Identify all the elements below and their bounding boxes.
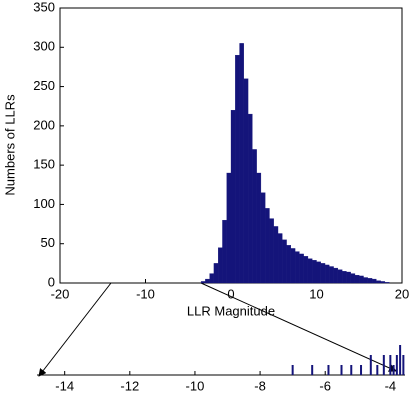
bar [265,208,270,284]
bar [333,267,339,284]
bar [327,365,330,375]
bar [380,281,386,284]
bar [230,109,236,284]
bar [218,247,223,284]
bar [239,43,244,284]
bar [329,266,334,284]
bar [290,248,296,284]
bar [360,365,363,375]
zoom-arrow [38,282,112,377]
y-tick-label: 50 [41,235,55,250]
x-tick-label: -4 [385,378,397,393]
bar [369,355,372,375]
x-tick-label: -14 [55,378,74,393]
y-tick-label: 250 [33,78,55,93]
bar [312,260,317,284]
bar [243,78,249,284]
bar [371,278,377,284]
bar [324,264,330,284]
bar [311,365,314,375]
bar [376,280,381,284]
bar [247,113,253,284]
x-tick-label: -12 [120,378,139,393]
bar [363,277,368,284]
bar [222,219,227,284]
bar [256,172,262,284]
bar [376,365,379,375]
bar [226,172,232,284]
y-tick-label: 200 [33,117,55,132]
zoom-arrow [200,282,397,372]
x-axis-label: LLR Magnitude [187,303,275,318]
x-tick-label: 20 [395,286,409,301]
bar [402,355,405,375]
y-tick-label: 350 [33,0,55,14]
bar [350,273,356,284]
bar [399,345,402,375]
bar [354,274,360,284]
y-axis-label: Numbers of LLRs [2,94,17,196]
x-tick-label: 0 [227,286,234,301]
x-tick-label: -20 [51,286,70,301]
x-tick-label: -6 [319,378,331,393]
bar [341,271,347,284]
bar [205,278,210,284]
bar [359,275,364,284]
x-tick-label: -10 [186,378,205,393]
bar [252,149,257,284]
bar [299,253,304,284]
bar [320,263,326,284]
bar [340,365,343,375]
bar [291,365,294,375]
bar [382,355,385,375]
bar [307,258,313,284]
bar [269,218,274,284]
x-tick-label: -10 [136,286,155,301]
bar [337,269,343,284]
bar [346,271,351,284]
x-tick-label: -8 [254,378,266,393]
bar [350,365,353,375]
y-tick-label: 300 [33,39,55,54]
bar [367,278,373,284]
bar [294,251,300,284]
bar [277,233,283,284]
bar [395,355,398,375]
bar [286,245,292,284]
bar [260,192,266,284]
y-tick-label: 100 [33,196,55,211]
bar [389,355,392,375]
bar [200,281,206,284]
x-tick-label: 10 [309,286,323,301]
bar [282,239,287,284]
bar [213,263,219,284]
bar [316,261,321,284]
y-tick-label: 150 [33,157,55,172]
bar [384,282,390,284]
bar [392,365,395,375]
bar [209,273,215,284]
bar [273,226,279,284]
bar [235,54,240,284]
y-tick-label: 0 [48,274,55,289]
bar [303,256,309,284]
